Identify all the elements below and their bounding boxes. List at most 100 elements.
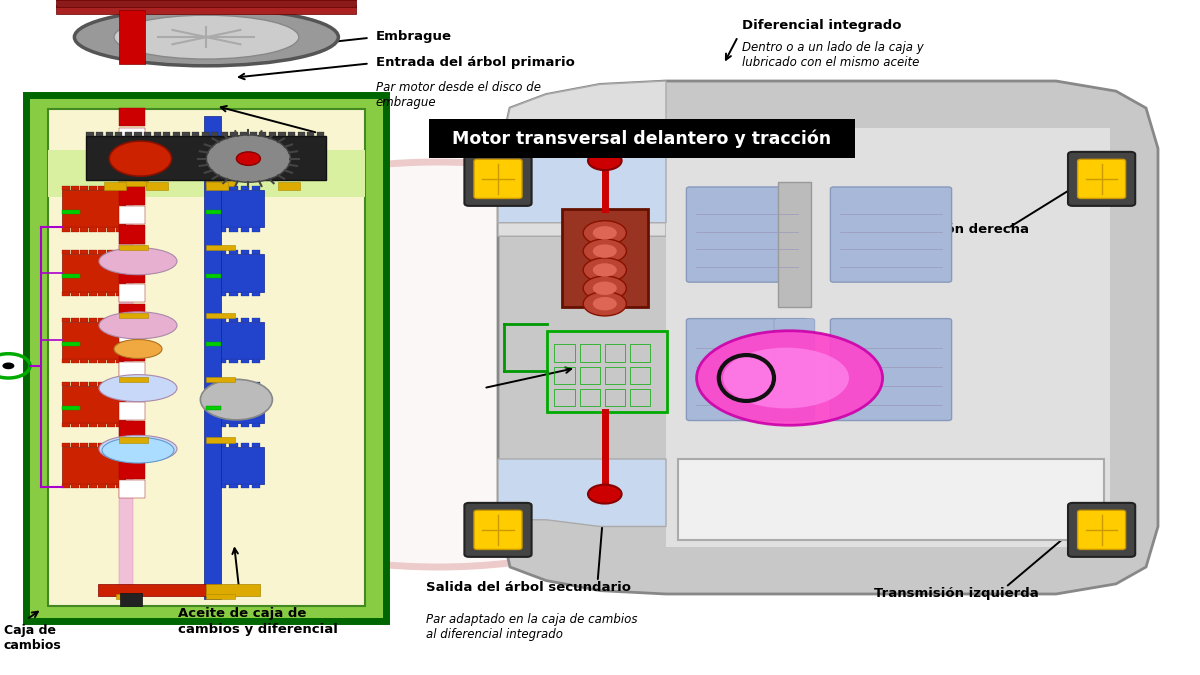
Bar xyxy=(298,132,305,136)
Bar xyxy=(134,132,142,136)
Bar xyxy=(86,136,326,180)
Bar xyxy=(106,132,113,136)
Circle shape xyxy=(588,485,622,504)
Bar xyxy=(98,186,106,190)
Bar xyxy=(108,382,115,386)
FancyBboxPatch shape xyxy=(774,319,815,421)
Bar xyxy=(307,132,314,136)
Bar xyxy=(240,318,250,322)
Bar xyxy=(554,389,575,406)
Circle shape xyxy=(236,152,260,165)
Bar xyxy=(218,227,226,232)
Bar xyxy=(240,132,247,136)
Bar xyxy=(119,323,145,342)
Bar xyxy=(80,359,88,363)
Bar xyxy=(116,227,124,232)
Bar xyxy=(240,423,250,427)
Bar xyxy=(119,343,145,361)
Bar xyxy=(80,186,88,190)
Circle shape xyxy=(583,292,626,316)
Bar xyxy=(206,406,221,410)
Bar xyxy=(119,181,148,186)
Bar xyxy=(206,186,215,190)
Bar xyxy=(218,359,226,363)
Bar xyxy=(218,423,226,427)
Bar xyxy=(62,386,125,423)
Bar xyxy=(206,250,215,254)
Bar xyxy=(206,423,215,427)
Bar xyxy=(206,322,264,359)
Bar xyxy=(80,423,88,427)
Bar xyxy=(80,250,88,254)
FancyBboxPatch shape xyxy=(1068,503,1135,557)
Bar xyxy=(206,377,235,382)
Bar xyxy=(240,292,250,296)
Bar xyxy=(230,132,238,136)
Bar xyxy=(98,443,106,447)
Bar xyxy=(62,322,125,359)
Text: Embrague: Embrague xyxy=(376,30,451,43)
Bar xyxy=(240,227,250,232)
Bar xyxy=(192,132,199,136)
Bar xyxy=(80,318,88,322)
Bar xyxy=(206,313,235,318)
Bar xyxy=(108,484,115,488)
Text: Caja de
cambios: Caja de cambios xyxy=(4,624,61,651)
Bar xyxy=(146,182,168,190)
Bar xyxy=(605,367,625,384)
Circle shape xyxy=(583,258,626,282)
Circle shape xyxy=(72,159,804,570)
Bar xyxy=(62,274,80,278)
Bar xyxy=(115,132,122,136)
Bar xyxy=(119,313,148,318)
Bar xyxy=(72,382,79,386)
Bar xyxy=(229,359,238,363)
Bar xyxy=(86,132,94,136)
Bar xyxy=(430,119,854,158)
Ellipse shape xyxy=(98,375,178,402)
FancyBboxPatch shape xyxy=(562,209,648,307)
Polygon shape xyxy=(498,81,666,236)
Bar xyxy=(98,318,106,322)
Circle shape xyxy=(583,221,626,245)
Bar xyxy=(206,594,235,599)
Bar xyxy=(89,227,96,232)
Bar xyxy=(98,227,106,232)
Bar xyxy=(89,484,96,488)
Bar xyxy=(116,292,124,296)
Bar xyxy=(119,437,148,443)
Bar xyxy=(218,292,226,296)
Bar xyxy=(259,132,266,136)
Bar xyxy=(218,443,226,447)
Bar xyxy=(240,359,250,363)
Bar xyxy=(240,250,250,254)
Bar xyxy=(89,318,96,322)
Bar xyxy=(116,423,124,427)
FancyBboxPatch shape xyxy=(464,152,532,206)
Bar xyxy=(89,359,96,363)
Bar xyxy=(182,132,190,136)
Bar xyxy=(206,342,221,346)
Bar xyxy=(89,292,96,296)
Text: Diferencial integrado: Diferencial integrado xyxy=(742,19,901,32)
Polygon shape xyxy=(498,459,666,526)
Bar xyxy=(269,132,276,136)
Bar xyxy=(80,227,88,232)
Bar xyxy=(89,250,96,254)
Bar xyxy=(119,10,145,64)
Circle shape xyxy=(200,379,272,420)
Bar xyxy=(119,245,145,263)
Bar xyxy=(108,443,115,447)
Circle shape xyxy=(593,226,617,240)
Text: Dentro o a un lado de la caja y
lubricado con el mismo aceite: Dentro o a un lado de la caja y lubricad… xyxy=(742,40,923,68)
FancyBboxPatch shape xyxy=(474,510,522,549)
FancyBboxPatch shape xyxy=(830,187,952,282)
Bar xyxy=(206,254,264,292)
Bar xyxy=(218,484,226,488)
Bar xyxy=(119,480,145,498)
Bar xyxy=(206,484,215,488)
Bar xyxy=(630,389,650,406)
Circle shape xyxy=(583,239,626,263)
Bar xyxy=(278,132,286,136)
Bar xyxy=(119,402,145,420)
